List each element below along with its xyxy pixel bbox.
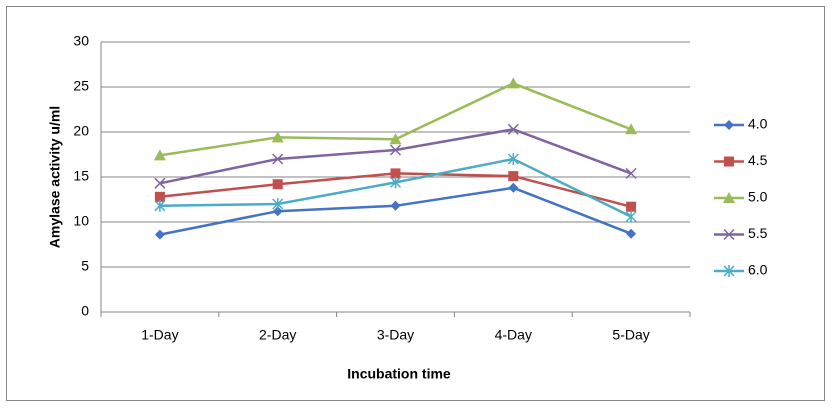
legend-label: 4.5	[748, 152, 768, 168]
data-point	[507, 77, 520, 89]
data-point	[507, 123, 519, 135]
data-point	[272, 153, 284, 165]
y-tick-label: 0	[81, 303, 89, 319]
data-point	[389, 133, 402, 145]
data-point	[154, 191, 165, 202]
data-point	[626, 228, 637, 239]
data-point	[390, 168, 401, 179]
legend-marker	[723, 265, 735, 277]
x-tick-label: 5-Day	[612, 327, 649, 343]
data-point	[154, 177, 166, 189]
y-tick-label: 20	[73, 123, 89, 139]
legend-label: 5.5	[748, 225, 768, 241]
y-tick-label: 15	[73, 168, 89, 184]
data-point	[625, 210, 637, 223]
data-point	[272, 179, 283, 190]
data-point	[389, 144, 402, 156]
legend-marker	[724, 156, 734, 167]
legend-marker	[723, 192, 735, 203]
y-axis-title: Amylase activity u/ml	[47, 106, 63, 248]
legend-marker	[724, 120, 734, 130]
x-axis-title: Incubation time	[347, 366, 451, 382]
data-point	[625, 167, 637, 179]
x-tick-label: 3-Day	[377, 327, 414, 343]
y-tick-label: 5	[81, 258, 89, 274]
data-point	[389, 176, 402, 189]
data-point	[625, 123, 638, 135]
legend-label: 5.0	[748, 189, 768, 205]
data-point	[271, 131, 284, 143]
data-point	[508, 182, 519, 193]
data-point	[154, 199, 166, 212]
legend-label: 6.0	[748, 262, 768, 278]
legend-label: 4.0	[748, 116, 768, 132]
y-tick-label: 10	[73, 213, 89, 229]
data-point	[390, 200, 401, 211]
legend-marker	[723, 228, 735, 241]
data-point	[272, 206, 283, 217]
data-point	[508, 171, 519, 182]
data-point	[272, 198, 284, 210]
y-tick-label: 30	[73, 33, 89, 49]
data-point	[154, 229, 165, 240]
x-tick-label: 1-Day	[141, 327, 178, 343]
y-tick-label: 25	[73, 78, 89, 94]
data-point	[626, 201, 637, 212]
x-tick-label: 4-Day	[495, 327, 532, 343]
x-tick-label: 2-Day	[259, 327, 296, 343]
data-point	[153, 149, 166, 161]
data-point	[507, 153, 519, 165]
